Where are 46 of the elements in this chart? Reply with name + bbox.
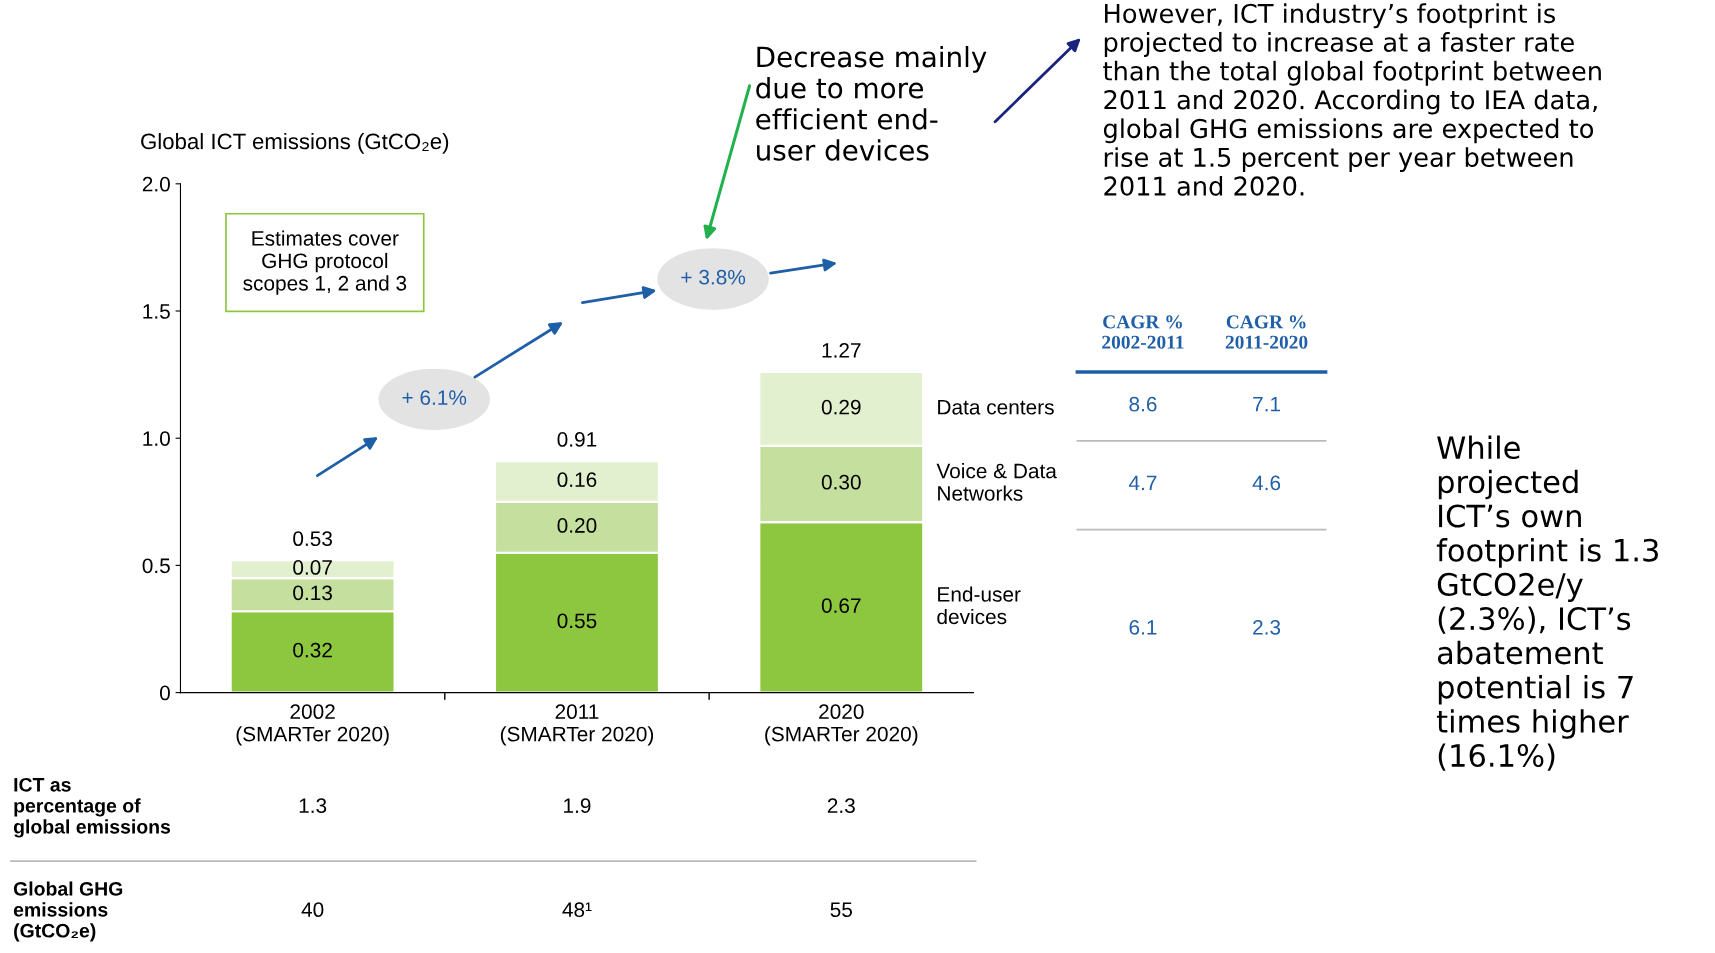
text: 2.3 (827, 798, 855, 814)
text: 48¹ (562, 902, 592, 918)
y-axis-title: Global ICT emissions (GtCO₂e) (141, 132, 449, 154)
text: 1.3 (299, 798, 327, 814)
total-label: 1.27 (822, 343, 861, 358)
data-label: 0.20 (557, 518, 597, 533)
annotation: Estimates cover GHG protocol scopes 1, 2 and 3 (243, 230, 407, 295)
x-tick-label: 2020 (SMARTer 2020) (765, 704, 918, 746)
text: 4.6 (1252, 475, 1281, 491)
annotation: + 6.1% (402, 390, 467, 405)
y-tick-label: 1.0 (143, 431, 170, 446)
total-label: 0.91 (557, 432, 597, 447)
text: Decrease mainly due to more efficient end- user devices (756, 45, 987, 161)
text: 6.1 (1129, 619, 1157, 635)
text: CAGR % 2011-2020 (1225, 315, 1308, 349)
y-tick-label: 2.0 (142, 176, 170, 192)
text: However, ICT industry’s footprint is projected to increase at a faster rate than the total global footprint between 2011 and 2020. According to IEA data, global GHG emissions are expected to rise at 1.5 percent per year between 2011 and 2020. (1103, 3, 1601, 196)
y-tick-label: 0 (159, 685, 170, 701)
text: While projected ICT’s own footprint is 1.3 GtCO2e/y (2.3%), ICT’s abatement potential is 7 times higher (16.1%) (1436, 435, 1658, 771)
y-tick-label: 0.5 (142, 558, 170, 574)
text: CAGR % 2002-2011 (1102, 315, 1184, 349)
text: ICT as percentage of global emissions (13, 777, 171, 838)
data-label: 0.07 (293, 560, 332, 575)
x-tick-label: 2011 (SMARTer 2020) (500, 704, 654, 746)
text: 40 (301, 902, 324, 918)
data-label: 0.67 (821, 598, 861, 613)
data-label: 0.16 (557, 472, 597, 488)
data-label: 0.32 (293, 642, 332, 658)
text: 1.9 (564, 798, 591, 814)
text: 4.7 (1128, 475, 1157, 491)
text: 8.6 (1129, 396, 1157, 412)
annotation: + 3.8% (681, 269, 746, 285)
data-label: 0.55 (557, 613, 597, 629)
text: Global GHG emissions (GtCO₂e) (13, 881, 123, 942)
data-label: 0.30 (821, 474, 861, 490)
data-label: 0.13 (293, 585, 332, 601)
x-tick-label: 2002 (SMARTer 2020) (236, 704, 389, 746)
series-label: End-user devices (937, 586, 1021, 625)
total-label: 0.53 (293, 531, 332, 547)
text: 55 (830, 902, 852, 918)
y-tick-label: 1.5 (143, 304, 170, 319)
data-label: 0.29 (821, 399, 861, 415)
series-label: Voice & Data Networks (936, 463, 1057, 501)
text: 7.1 (1253, 396, 1281, 412)
series-label: Data centers (938, 400, 1054, 415)
text: 2.3 (1253, 619, 1281, 635)
